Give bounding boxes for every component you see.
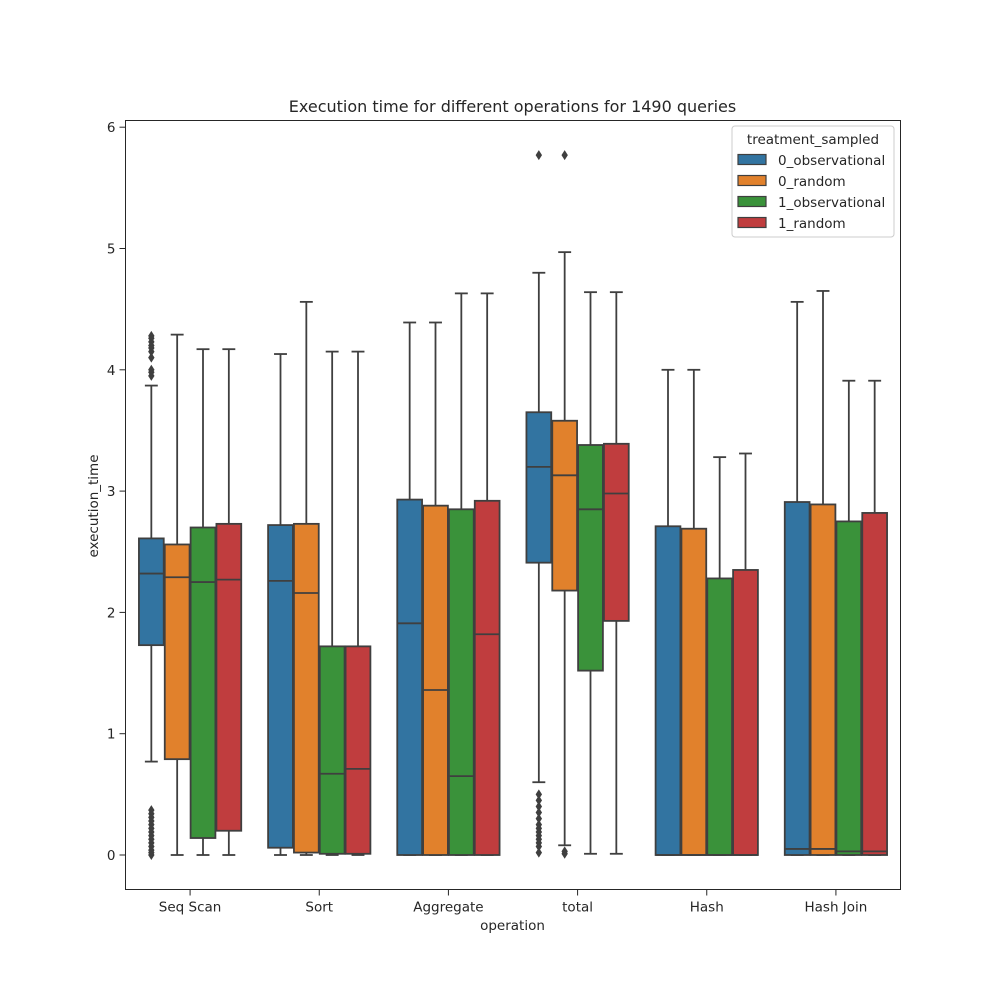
box-group xyxy=(189,348,217,856)
x-tick-label: Seq Scan xyxy=(159,900,222,916)
legend-label: 1_random xyxy=(778,216,846,232)
flier-point xyxy=(148,330,155,341)
box xyxy=(680,527,708,856)
box-group xyxy=(680,368,708,856)
box-group xyxy=(473,292,501,856)
flier-point xyxy=(561,150,568,161)
y-tick-label: 1 xyxy=(107,727,116,743)
flier-point xyxy=(535,795,543,806)
y-tick-label: 3 xyxy=(107,484,116,500)
y-tick-label: 0 xyxy=(107,848,116,864)
legend-swatch xyxy=(737,216,767,229)
legend-entry: 0_random xyxy=(737,174,846,190)
flier-point xyxy=(535,789,543,800)
box-group xyxy=(603,291,630,855)
box xyxy=(267,524,294,849)
box xyxy=(344,645,372,855)
y-tick-label: 6 xyxy=(107,120,116,136)
box xyxy=(706,577,733,856)
box-group xyxy=(293,300,320,856)
box xyxy=(396,498,423,856)
box xyxy=(577,444,604,672)
box xyxy=(473,499,501,856)
legend-swatch xyxy=(737,195,767,208)
y-tick-label: 5 xyxy=(107,242,116,258)
box-group xyxy=(835,379,863,856)
box xyxy=(422,504,449,856)
y-axis: 0 1 2 3 4 5 6 xyxy=(107,120,126,864)
box-group xyxy=(861,379,888,856)
x-tick-label: Hash xyxy=(690,900,724,916)
box xyxy=(163,543,191,761)
box-group xyxy=(525,150,553,858)
flier-point xyxy=(561,846,568,857)
box-group xyxy=(448,292,475,856)
box xyxy=(835,520,863,856)
flier-point xyxy=(148,364,155,375)
box xyxy=(293,522,320,854)
box-group xyxy=(783,300,811,856)
box-group xyxy=(422,321,449,856)
legend-items: 0_observational 0_random 1_observational 1_… xyxy=(737,153,885,232)
box-group xyxy=(215,348,243,856)
flier-point xyxy=(148,352,155,363)
legend: treatment_sampled 0_observational 0_rando… xyxy=(731,125,895,238)
y-tick-label: 2 xyxy=(107,605,116,621)
box xyxy=(448,508,475,856)
box xyxy=(215,522,243,832)
legend-box xyxy=(731,125,895,238)
box-group xyxy=(267,353,294,856)
box xyxy=(654,525,682,856)
box-group xyxy=(732,452,759,856)
x-axis: Seq Scan Sort Aggregate total Hash Hash Join xyxy=(159,889,867,916)
legend-title: treatment_sampled xyxy=(747,132,879,148)
legend-swatch xyxy=(737,174,767,187)
box xyxy=(861,512,888,856)
box-group xyxy=(577,291,604,855)
box-group xyxy=(706,456,733,856)
flier-point xyxy=(535,150,543,161)
y-axis-label: execution_time xyxy=(86,454,102,557)
box xyxy=(551,419,578,592)
box-group xyxy=(654,368,682,856)
box xyxy=(138,537,165,647)
box-group xyxy=(344,350,372,856)
flier-point xyxy=(535,813,543,824)
box xyxy=(809,503,837,856)
plot-area xyxy=(138,150,888,860)
x-tick-label: Sort xyxy=(305,900,333,916)
box xyxy=(189,526,217,839)
legend-label: 1_observational xyxy=(778,195,885,211)
legend-label: 0_random xyxy=(778,174,846,190)
x-tick-label: Aggregate xyxy=(413,900,483,916)
legend-entry: 0_observational xyxy=(737,153,885,169)
legend-label: 0_observational xyxy=(778,153,885,169)
box xyxy=(783,501,811,856)
x-tick-label: Hash Join xyxy=(804,900,867,916)
x-axis-label: operation xyxy=(480,918,545,934)
flier-point xyxy=(535,819,543,830)
box-group xyxy=(138,330,165,860)
box xyxy=(603,442,630,622)
flier-point xyxy=(148,805,155,816)
box-group xyxy=(551,150,578,859)
box xyxy=(318,645,346,855)
x-tick-label: total xyxy=(562,900,593,916)
legend-entry: 1_random xyxy=(737,216,846,232)
y-tick-label: 4 xyxy=(107,363,116,379)
box-group xyxy=(318,350,346,856)
flier-point xyxy=(535,807,543,818)
box xyxy=(732,569,759,856)
chart-title: Execution time for different operations … xyxy=(289,97,736,116)
box-group xyxy=(163,333,191,856)
box xyxy=(525,411,553,564)
legend-swatch xyxy=(737,153,767,166)
legend-entry: 1_observational xyxy=(737,195,885,211)
axes-frame xyxy=(125,120,901,890)
flier-point xyxy=(535,847,543,858)
flier-point xyxy=(535,801,543,812)
box-group xyxy=(396,321,423,856)
box-group xyxy=(809,290,837,856)
